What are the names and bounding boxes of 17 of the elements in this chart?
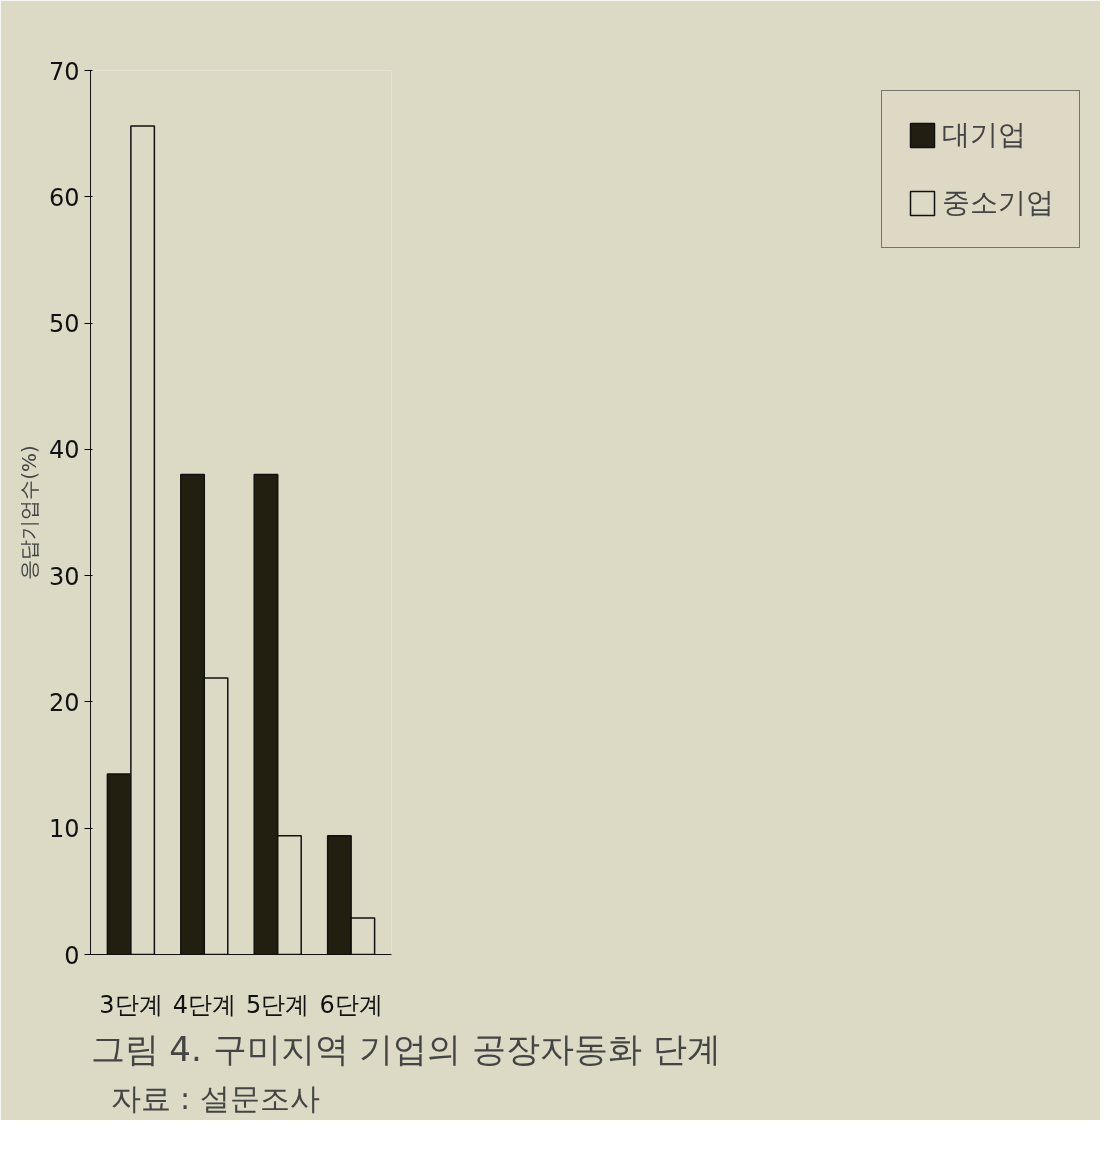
y-tick-label: 0 <box>64 941 80 970</box>
y-tick-label: 40 <box>48 436 80 465</box>
legend-label: 대기업 <box>942 117 1026 153</box>
x-tick-label: 5단계 <box>246 990 310 1019</box>
text: 그림 4. 구미지역 기업의 공장자동화 단계 <box>90 1028 721 1069</box>
y-tick-label: 70 <box>48 57 80 86</box>
y-axis-title: 응답기업수(%) <box>16 445 41 580</box>
y-tick-label: 20 <box>48 688 80 717</box>
y-tick-label: 60 <box>48 183 80 212</box>
x-tick-label: 4단계 <box>172 990 236 1019</box>
x-tick-label: 6단계 <box>319 990 383 1019</box>
x-tick-label: 3단계 <box>99 990 163 1019</box>
y-tick-label: 50 <box>48 310 80 339</box>
y-tick-label: 10 <box>48 815 80 844</box>
y-tick-label: 30 <box>48 562 80 591</box>
text: 자료 : 설문조사 <box>110 1080 320 1116</box>
legend-label: 중소기업 <box>942 185 1054 221</box>
